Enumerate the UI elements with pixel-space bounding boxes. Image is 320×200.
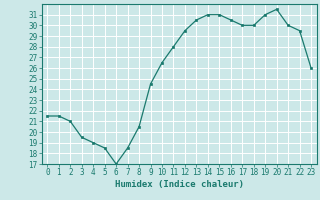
X-axis label: Humidex (Indice chaleur): Humidex (Indice chaleur) [115, 180, 244, 189]
